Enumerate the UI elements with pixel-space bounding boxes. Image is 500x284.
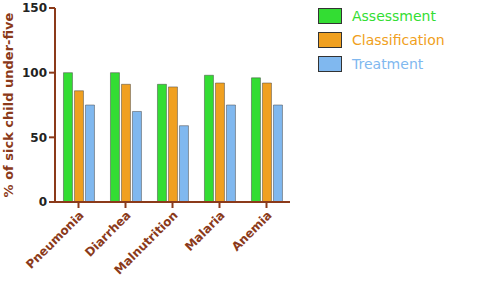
svg-text:Malnutrition: Malnutrition xyxy=(112,208,181,277)
html-text:Classification: Classification xyxy=(352,32,445,48)
svg-text:150: 150 xyxy=(22,1,47,15)
svg-text:% of sick child under-five: % of sick child under-five xyxy=(8,12,16,197)
svg-text:Anemia: Anemia xyxy=(229,208,275,254)
svg-text:Diarrhea: Diarrhea xyxy=(82,208,134,260)
svg-text:50: 50 xyxy=(30,131,47,145)
html-text:Treatment: Treatment xyxy=(352,56,424,72)
svg-text:100: 100 xyxy=(22,66,47,80)
svg-text:Malaria: Malaria xyxy=(182,208,228,254)
svg-text:0: 0 xyxy=(39,195,47,209)
html-text:Assessment: Assessment xyxy=(352,8,436,24)
svg-text:Pneumonia: Pneumonia xyxy=(23,208,86,271)
